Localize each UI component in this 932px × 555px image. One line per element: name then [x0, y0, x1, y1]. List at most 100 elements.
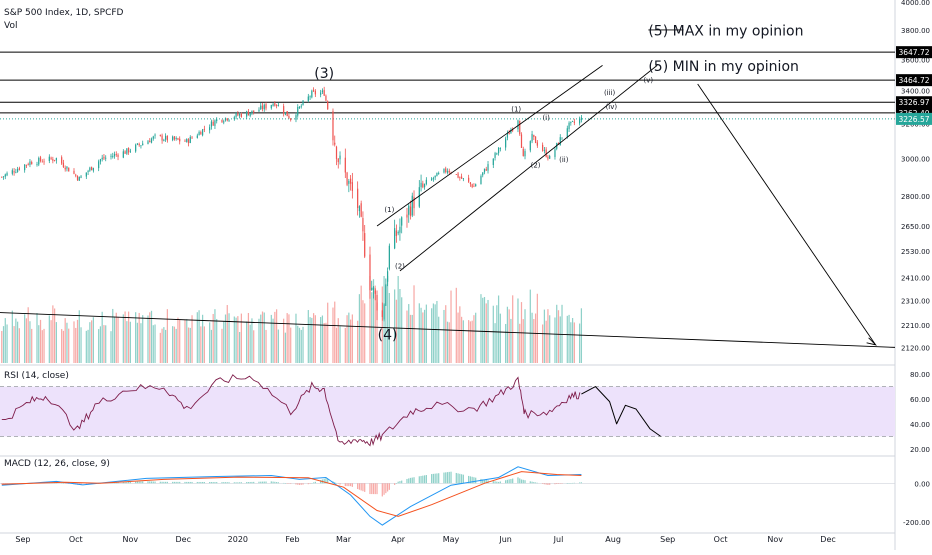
- candle-body: [212, 121, 214, 126]
- volume-bar: [55, 322, 57, 363]
- volume-bar: [41, 330, 43, 363]
- volume-bar: [11, 310, 13, 363]
- candle-body: [425, 179, 427, 184]
- macd-histogram-bar: [524, 480, 526, 484]
- macd-histogram-bar: [184, 481, 186, 484]
- volume-bar: [274, 311, 276, 363]
- volume-bar: [203, 326, 205, 363]
- volume-bar: [76, 319, 79, 363]
- macd-histogram-bar: [275, 482, 278, 484]
- volume-bar: [29, 321, 31, 363]
- macd-histogram-bar: [284, 483, 287, 484]
- volume-bar: [164, 329, 167, 363]
- macd-histogram-bar: [136, 481, 139, 484]
- candle-body: [369, 254, 371, 291]
- volume-bar: [226, 305, 228, 363]
- candle-body: [38, 157, 40, 165]
- volume-bar: [325, 322, 327, 363]
- volume-bar: [258, 318, 260, 363]
- macd-histogram-bar: [147, 481, 149, 484]
- macd-histogram-bar: [485, 480, 487, 484]
- volume-bar: [406, 310, 408, 363]
- macd-histogram-bar: [561, 483, 563, 484]
- macd-histogram-bar: [334, 482, 336, 484]
- macd-histogram-bar: [154, 481, 156, 484]
- candle-body: [325, 95, 327, 101]
- macd-histogram-bar: [536, 482, 538, 484]
- macd-histogram-bar: [210, 482, 213, 484]
- candle-body: [547, 156, 549, 159]
- volume-bar: [531, 312, 533, 363]
- candle-body: [284, 112, 287, 115]
- volume-bar: [66, 322, 68, 363]
- candle-body: [113, 154, 116, 157]
- volume-bar: [223, 321, 225, 363]
- volume-bar: [238, 332, 241, 363]
- macd-histogram-bar: [473, 477, 475, 484]
- candle-body: [459, 177, 461, 179]
- volume-bar: [110, 331, 112, 363]
- volume-bar: [543, 309, 546, 363]
- macd-histogram-bar: [408, 478, 410, 484]
- candle-body: [29, 161, 31, 165]
- macd-histogram-bar: [385, 483, 387, 494]
- volume-bar: [469, 321, 472, 363]
- volume-bar: [529, 289, 531, 363]
- price-tick-label: 2800.00: [901, 193, 930, 201]
- macd-histogram-bar: [570, 483, 572, 484]
- candle-body: [48, 156, 50, 161]
- candle-body: [189, 136, 191, 143]
- candle-body: [434, 175, 436, 178]
- macd-histogram-bar: [251, 481, 253, 484]
- macd-histogram-bar: [543, 483, 546, 485]
- candle-body: [542, 144, 544, 151]
- volume-bar: [284, 332, 287, 363]
- macd-histogram-bar: [297, 483, 299, 485]
- wave-label: (iii): [604, 89, 616, 97]
- candle-body: [339, 155, 341, 160]
- volume-bar: [295, 313, 297, 363]
- volume-bar: [431, 308, 433, 363]
- macd-histogram-bar: [172, 481, 174, 484]
- candle-body: [571, 121, 574, 122]
- candle-body: [517, 120, 519, 130]
- candle-body: [580, 117, 583, 120]
- price-tick-label: 3800.00: [901, 27, 930, 35]
- candle-body: [80, 176, 82, 178]
- candle-body: [263, 104, 265, 110]
- volume-bar: [360, 285, 362, 363]
- candle-body: [383, 304, 385, 320]
- macd-histogram-bar: [457, 473, 459, 484]
- volume-bar: [314, 315, 316, 363]
- macd-histogram-bar: [579, 482, 581, 484]
- candle-body: [149, 140, 151, 143]
- volume-bar: [512, 295, 514, 363]
- volume-bar: [570, 322, 572, 363]
- macd-histogram-bar: [62, 483, 65, 484]
- macd-histogram-bar: [265, 481, 267, 484]
- time-tick-label: Feb: [285, 535, 299, 544]
- macd-histogram-bar: [327, 479, 329, 484]
- macd-histogram-bar: [520, 479, 523, 484]
- macd-histogram-bar: [519, 478, 521, 484]
- candle-body: [314, 90, 316, 95]
- candle-body: [1, 176, 3, 178]
- time-tick-label: Mar: [336, 535, 352, 544]
- macd-histogram-bar: [187, 481, 190, 484]
- candle-body: [138, 143, 140, 146]
- candle-body: [76, 175, 79, 181]
- candle-body: [395, 230, 398, 236]
- candle-body: [386, 271, 389, 282]
- macd-histogram-bar: [224, 482, 227, 484]
- macd-histogram-bar: [580, 482, 583, 484]
- candle-body: [286, 111, 288, 117]
- volume-bar: [233, 316, 235, 363]
- candle-body: [36, 164, 38, 165]
- macd-histogram-bar: [228, 482, 230, 484]
- macd-histogram-bar: [189, 481, 191, 484]
- volume-bar: [142, 315, 144, 363]
- volume-bar: [214, 309, 216, 363]
- macd-histogram-bar: [124, 482, 126, 484]
